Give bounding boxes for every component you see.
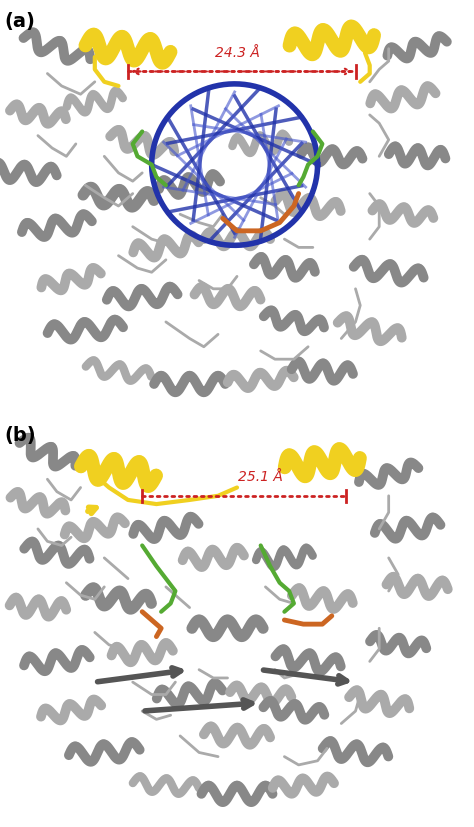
- Text: 24.3 Å: 24.3 Å: [215, 46, 259, 60]
- Text: (b): (b): [5, 426, 36, 445]
- Text: (a): (a): [5, 12, 36, 31]
- Text: 25.1 Å: 25.1 Å: [238, 470, 283, 484]
